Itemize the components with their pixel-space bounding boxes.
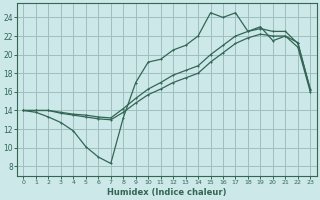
- X-axis label: Humidex (Indice chaleur): Humidex (Indice chaleur): [107, 188, 227, 197]
